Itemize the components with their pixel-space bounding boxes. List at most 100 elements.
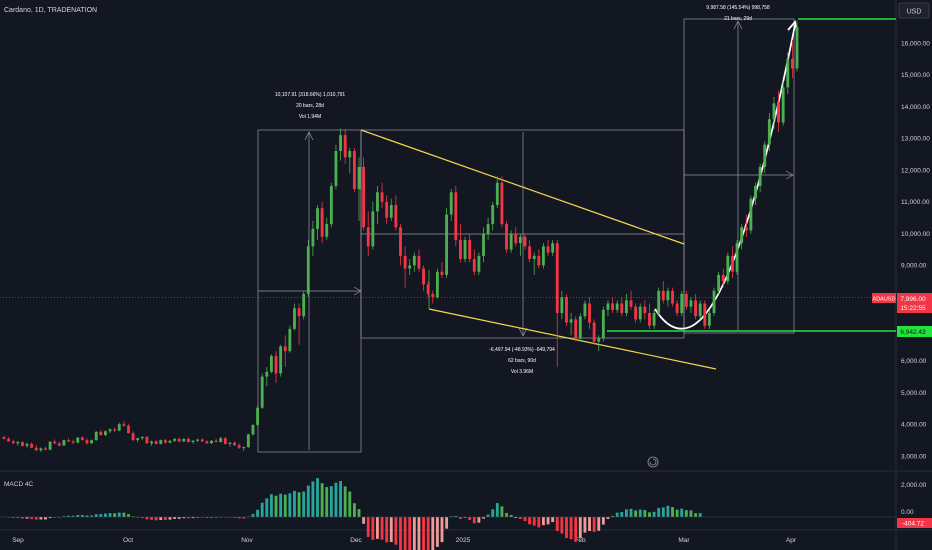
candle-body <box>11 441 15 444</box>
candle-body <box>76 437 80 443</box>
macd-bar <box>426 517 430 550</box>
candle-body <box>325 224 329 237</box>
candle-body <box>237 445 241 448</box>
rally-measure-arrow-head <box>304 131 314 141</box>
candle-body <box>205 441 209 444</box>
candle-body <box>417 255 421 269</box>
replay-icon[interactable] <box>647 456 659 468</box>
candle-body <box>495 182 499 206</box>
candle-body <box>30 443 34 448</box>
macd-bar <box>140 517 144 519</box>
macd-bar <box>408 517 412 550</box>
x-tick-label: 2025 <box>456 537 471 544</box>
candle-body <box>242 447 246 449</box>
macd-badge-value: -404.72 <box>902 521 924 528</box>
candle-body <box>403 255 407 269</box>
candle-body <box>578 316 582 339</box>
candle-body <box>615 303 619 310</box>
macd-bar <box>62 516 66 517</box>
candle-body <box>588 303 591 323</box>
macd-bar <box>122 512 126 517</box>
candle-body <box>505 224 508 250</box>
candle-body <box>279 346 283 374</box>
rally-measure-line-1: 10,107.91 (318.66%) 1,010,791 <box>275 92 346 98</box>
candle-body <box>661 290 665 301</box>
candle-body <box>569 319 573 323</box>
candle-body <box>136 438 140 441</box>
candle-body <box>339 135 342 152</box>
macd-bar <box>482 517 485 519</box>
candle-body <box>629 300 633 307</box>
candle-body <box>316 208 319 229</box>
macd-bar <box>11 517 15 518</box>
macd-bar <box>288 493 292 517</box>
macd-bar <box>601 517 605 525</box>
macd-bar <box>412 517 416 550</box>
candle-body <box>790 58 794 69</box>
candle-body <box>500 182 504 225</box>
currency-button[interactable]: USD <box>898 2 930 19</box>
macd-bar <box>371 517 375 540</box>
macd-bar <box>233 517 236 518</box>
macd-bar <box>214 517 218 518</box>
macd-badge: -404.72 <box>897 518 932 528</box>
macd-bar <box>459 517 462 519</box>
candle-body <box>555 243 559 314</box>
candle-body <box>758 166 762 186</box>
candle-body <box>85 440 89 444</box>
candle-body <box>385 201 389 218</box>
macd-bar <box>48 517 52 519</box>
candle-body <box>122 424 126 426</box>
candle-body <box>786 58 790 88</box>
candle-body <box>348 151 352 158</box>
candle-body <box>90 440 94 444</box>
candle-body <box>283 346 287 352</box>
x-tick-label: Apr <box>786 537 797 544</box>
candle-body <box>302 293 306 317</box>
macd-bar <box>560 517 564 534</box>
macd-bar <box>145 517 149 520</box>
candle-body <box>219 438 223 443</box>
macd-bar <box>638 509 642 517</box>
candle-body <box>532 255 536 260</box>
candle-body <box>320 208 324 237</box>
candle-body <box>186 438 190 443</box>
candle-body <box>721 274 725 282</box>
y-tick-label: 4,000.00 <box>901 422 927 429</box>
macd-bar <box>311 481 315 517</box>
macd-label[interactable]: MACD 4C <box>4 481 34 488</box>
decline-measure-line-2: 62 bars, 90d <box>508 358 536 364</box>
macd-bar <box>546 517 550 525</box>
time-axis[interactable]: Sep Oct Nov Dec 2025 Feb Mar Apr <box>12 537 797 544</box>
candle-body <box>486 224 490 234</box>
candle-body <box>269 355 273 372</box>
support-badge-value: 6,942.43 <box>900 329 926 336</box>
symbol-title[interactable]: Cardano, 1D, TRADENATION <box>4 7 97 14</box>
macd-bar <box>675 509 679 517</box>
projection-measure-box <box>683 18 795 334</box>
candle-body <box>389 205 393 218</box>
macd-bar <box>279 493 283 517</box>
macd-bar <box>694 513 697 517</box>
macd-bar <box>357 509 361 517</box>
candle-body <box>260 376 264 408</box>
candle-body <box>246 434 250 448</box>
macd-bar <box>16 517 20 518</box>
candle-body <box>233 442 236 446</box>
macd-bar <box>661 507 665 517</box>
macd-bar <box>569 517 573 540</box>
macd-bar <box>648 512 651 517</box>
macd-bar <box>532 517 536 526</box>
candle-body <box>394 205 398 228</box>
candle-body <box>463 239 467 260</box>
candle-body <box>150 441 153 444</box>
candle-body <box>48 441 52 450</box>
macd-bar <box>366 517 370 537</box>
candle-body <box>117 424 121 431</box>
candle-body <box>191 440 195 443</box>
macd-bar <box>468 517 472 521</box>
macd-bar <box>329 486 333 517</box>
macd-bar <box>362 517 366 524</box>
candle-body <box>251 424 255 435</box>
